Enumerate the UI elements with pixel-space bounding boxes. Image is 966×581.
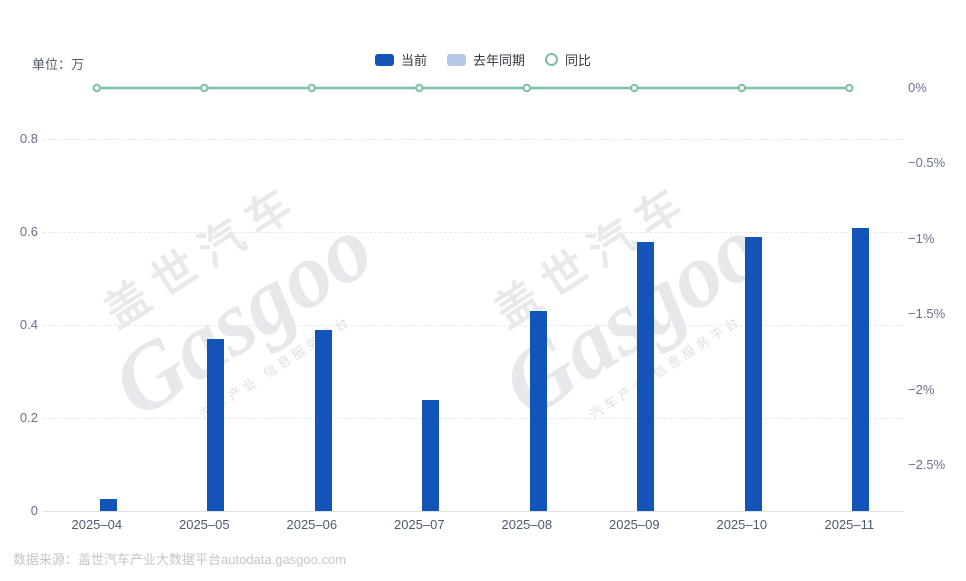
legend-ring-icon: [545, 53, 558, 66]
yoy-point-2025–11[interactable]: [845, 83, 854, 93]
legend-item-3[interactable]: 同比: [545, 50, 591, 69]
source-note: 数据来源：盖世汽车产业大数据平台autodata.gasgoo.com: [13, 552, 347, 567]
bar-当前-2025–10[interactable]: [744, 236, 762, 511]
bar-当前-2025–11[interactable]: [852, 227, 870, 511]
left-axis-tick: 0.8: [19, 131, 38, 147]
x-axis-label: 2025–04: [71, 517, 123, 532]
right-axis-tick: −2.5%: [908, 457, 946, 472]
gridline: [43, 325, 903, 327]
yoy-point-2025–04[interactable]: [92, 83, 102, 93]
yoy-point-2025–09[interactable]: [630, 83, 639, 93]
bar-当前-2025–07[interactable]: [422, 399, 440, 511]
bar-当前-2025–06[interactable]: [314, 329, 332, 511]
right-axis-tick: −2%: [908, 381, 935, 397]
legend-item-1[interactable]: 当前: [374, 50, 427, 69]
legend-swatch-icon: [446, 53, 466, 66]
left-axis-tick: 0: [30, 503, 38, 518]
gridline: [43, 139, 903, 141]
legend-label: 同比: [565, 53, 592, 68]
x-axis-label: 2025–09: [608, 517, 660, 532]
left-axis-tick: 0.6: [19, 224, 38, 240]
yoy-point-2025–10[interactable]: [737, 83, 746, 93]
x-axis-label: 2025–05: [178, 517, 230, 532]
x-axis-label: 2025–06: [286, 517, 338, 532]
unit-label: 单位：万: [32, 57, 85, 72]
right-axis-tick: −1.5%: [908, 306, 946, 322]
x-axis-label: 2025–10: [716, 517, 768, 532]
right-axis-tick: 0%: [908, 80, 927, 95]
yoy-point-2025–05[interactable]: [200, 83, 209, 93]
bar-当前-2025–08[interactable]: [529, 311, 547, 511]
yoy-point-2025–07[interactable]: [415, 83, 424, 93]
gridline: [43, 232, 903, 234]
legend-label: 当前: [400, 53, 427, 68]
left-axis-tick: 0.2: [19, 410, 38, 426]
gridline: [43, 418, 903, 420]
x-axis-line: [43, 511, 903, 512]
legend: 当前 去年同期 同比: [0, 50, 966, 69]
x-axis-label: 2025–08: [501, 517, 553, 532]
x-axis-label: 2025–11: [824, 517, 875, 532]
left-axis-tick: 0.4: [19, 317, 38, 333]
x-axis-label: 2025–07: [393, 517, 445, 532]
legend-label: 去年同期: [472, 53, 525, 68]
bar-当前-2025–09[interactable]: [637, 241, 655, 511]
bar-当前-2025–05[interactable]: [207, 339, 225, 511]
yoy-point-2025–08[interactable]: [522, 83, 531, 93]
right-axis-tick: −1%: [908, 230, 935, 246]
legend-item-2[interactable]: 去年同期: [446, 50, 525, 69]
yoy-point-2025–06[interactable]: [307, 83, 316, 93]
bar-当前-2025–04[interactable]: [99, 499, 117, 511]
right-axis-tick: −0.5%: [908, 155, 946, 171]
legend-swatch-icon: [374, 53, 394, 66]
